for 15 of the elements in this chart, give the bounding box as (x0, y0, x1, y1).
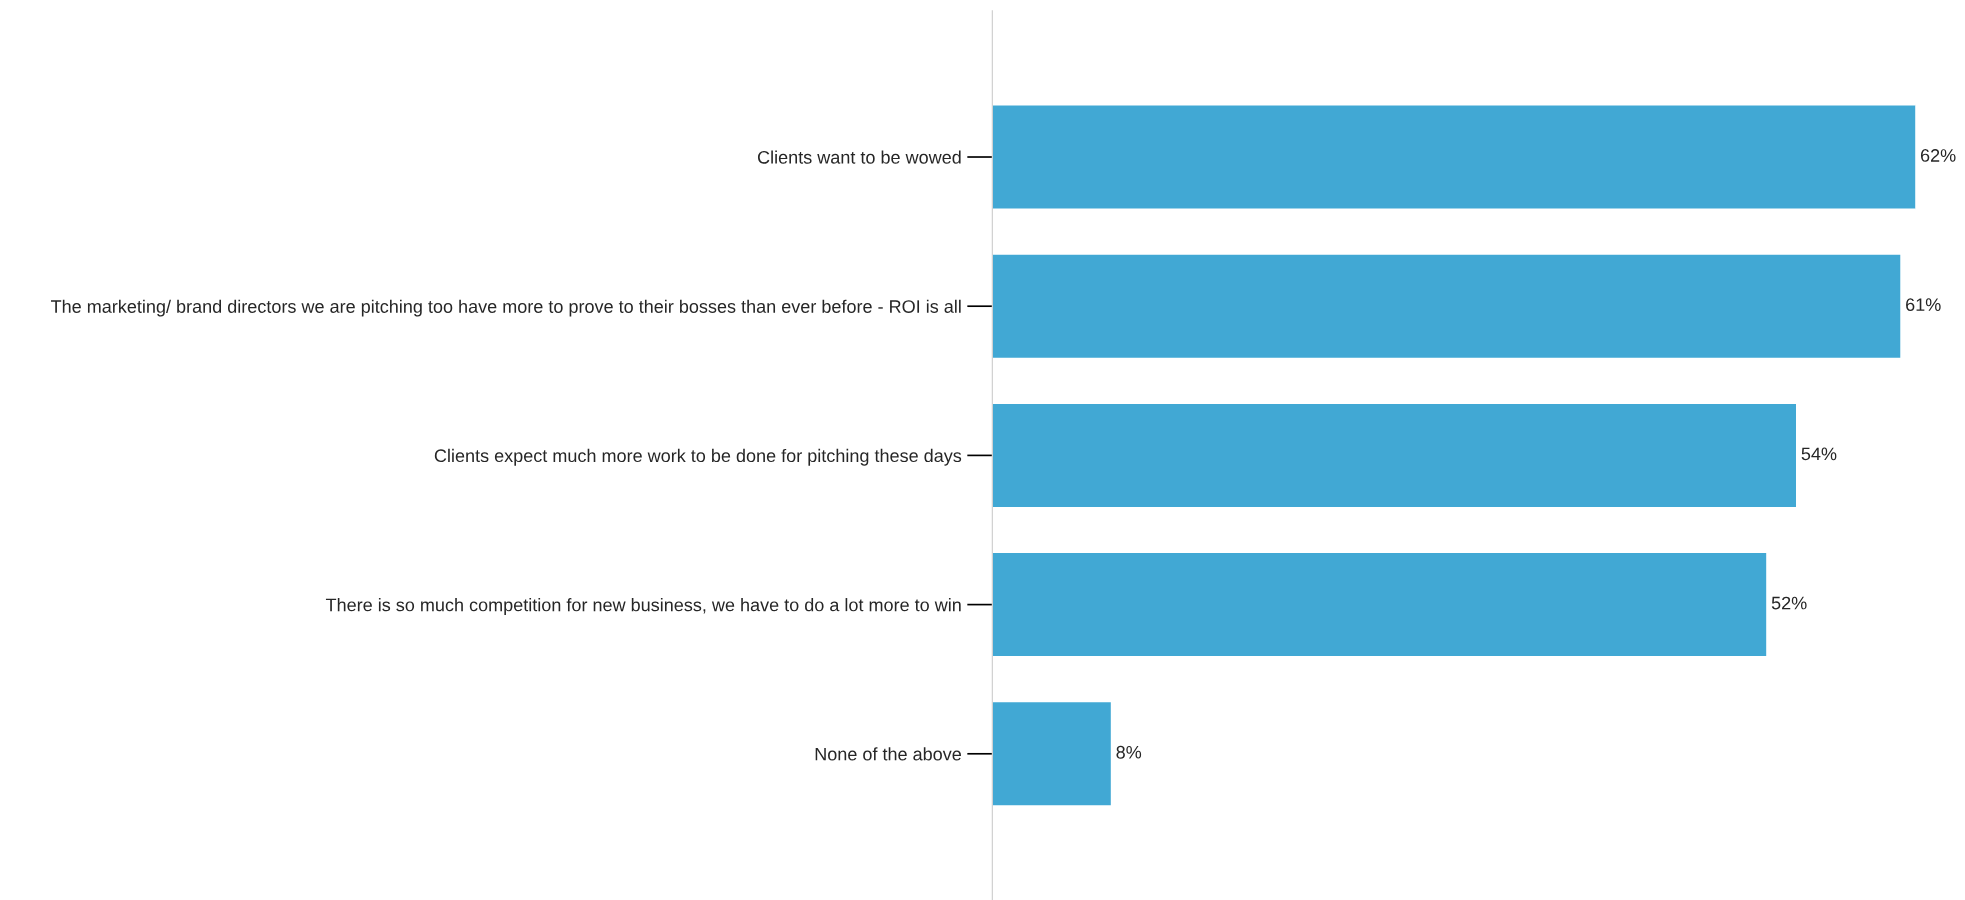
bar (992, 700, 1113, 807)
y-tick-label: Clients want to be wowed (757, 150, 961, 164)
data-label: 52% (1771, 596, 1807, 610)
y-tick-label: The marketing/ brand directors we are pitching too have more to prove to their bosses than ever before - ROI is all (50, 299, 961, 317)
bar (992, 551, 1768, 658)
data-label: 8% (1116, 745, 1142, 759)
bar (992, 253, 1902, 360)
bar (992, 402, 1798, 509)
bar (992, 104, 1916, 210)
y-tick-label: None of the above (815, 747, 961, 761)
data-label: 54% (1801, 447, 1837, 461)
data-label: 62% (1920, 149, 1956, 162)
y-tick-label: There is so much competition for new business, we have to do a lot more to win (325, 598, 961, 615)
y-tick-label: Clients expect much more work to be done for pitching these days (434, 448, 962, 466)
data-label: 61% (1906, 298, 1941, 312)
